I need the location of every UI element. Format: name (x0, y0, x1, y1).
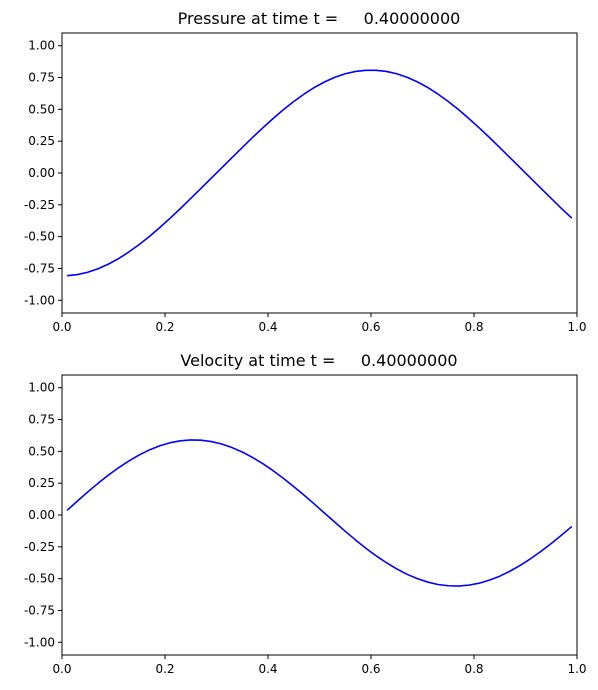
pressure-y-tick-label: -0.75 (24, 261, 55, 275)
velocity-y-tick-label: 0.25 (28, 476, 55, 490)
pressure-x-tick-label: 0.0 (52, 320, 71, 334)
velocity-plot: Velocity at time t = 0.40000000 0.0 0.2 0.… (24, 351, 587, 676)
pressure-y-tick-label: -1.00 (24, 293, 55, 307)
velocity-series-line (66, 439, 573, 587)
pressure-y-tick-label: -0.25 (24, 198, 55, 212)
velocity-plot-title: Velocity at time t = 0.40000000 (180, 351, 457, 370)
pressure-y-tick-label: -0.50 (24, 230, 55, 244)
pressure-x-tick-label: 0.4 (258, 320, 277, 334)
velocity-x-tick-label: 0.8 (464, 662, 483, 676)
pressure-x-tick-label: 0.8 (464, 320, 483, 334)
velocity-x-tick-label: 0.2 (155, 662, 174, 676)
velocity-y-tick-label: -1.00 (24, 635, 55, 649)
pressure-plot: Pressure at time t = 0.40000000 0.0 0.2 0.… (24, 9, 587, 334)
velocity-y-tick-label: 1.00 (28, 381, 55, 395)
pressure-y-tick-label: 0.00 (28, 166, 55, 180)
velocity-x-tick-label: 0.4 (258, 662, 277, 676)
pressure-plot-title: Pressure at time t = 0.40000000 (178, 9, 461, 28)
velocity-axes-frame (61, 374, 578, 656)
velocity-x-tick-label: 1.0 (567, 662, 586, 676)
pressure-x-tick-label: 0.6 (361, 320, 380, 334)
pressure-y-tick-label: 0.25 (28, 134, 55, 148)
velocity-y-tick-label: -0.75 (24, 603, 55, 617)
pressure-series-line (67, 69, 573, 277)
velocity-y-tick-label: -0.50 (24, 572, 55, 586)
pressure-y-tick-label: 0.75 (28, 71, 55, 85)
pressure-y-tick-label: 1.00 (28, 39, 55, 53)
pressure-axes-frame (61, 32, 578, 314)
velocity-x-tick-label: 0.6 (361, 662, 380, 676)
pressure-x-tick-label: 0.2 (155, 320, 174, 334)
velocity-y-tick-label: 0.75 (28, 413, 55, 427)
velocity-y-tick-label: 0.50 (28, 444, 55, 458)
velocity-y-tick-label: -0.25 (24, 540, 55, 554)
pressure-y-tick-label: 0.50 (28, 102, 55, 116)
velocity-x-tick-label: 0.0 (52, 662, 71, 676)
velocity-y-tick-label: 0.00 (28, 508, 55, 522)
pressure-x-tick-label: 1.0 (567, 320, 586, 334)
